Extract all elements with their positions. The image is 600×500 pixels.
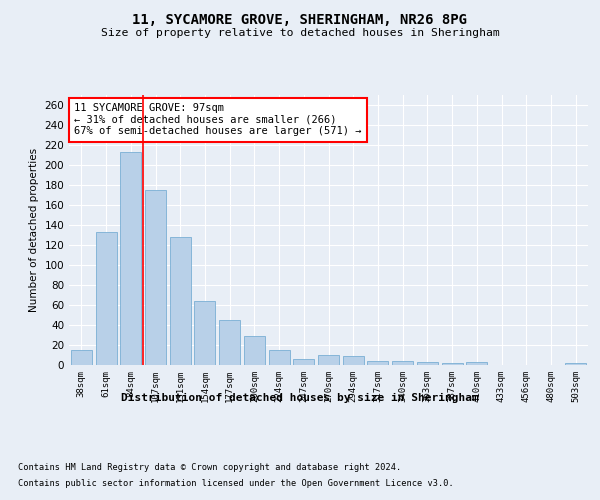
Bar [71,350,92,365]
Text: 11 SYCAMORE GROVE: 97sqm
← 31% of detached houses are smaller (266)
67% of semi-: 11 SYCAMORE GROVE: 97sqm ← 31% of detach… [74,103,362,136]
Y-axis label: Number of detached properties: Number of detached properties [29,148,39,312]
Text: Contains HM Land Registry data © Crown copyright and database right 2024.: Contains HM Land Registry data © Crown c… [18,462,401,471]
Bar [343,356,364,365]
Bar [318,355,339,365]
Bar [194,301,215,365]
Text: Size of property relative to detached houses in Sheringham: Size of property relative to detached ho… [101,28,499,38]
Bar [170,237,191,365]
Bar [442,363,463,365]
Bar [244,336,265,365]
Bar [466,362,487,365]
Bar [95,232,116,365]
Bar [293,359,314,365]
Text: Contains public sector information licensed under the Open Government Licence v3: Contains public sector information licen… [18,479,454,488]
Bar [367,361,388,365]
Text: Distribution of detached houses by size in Sheringham: Distribution of detached houses by size … [121,392,479,402]
Bar [219,320,240,365]
Bar [417,362,438,365]
Bar [269,350,290,365]
Bar [392,361,413,365]
Bar [145,190,166,365]
Bar [120,152,141,365]
Text: 11, SYCAMORE GROVE, SHERINGHAM, NR26 8PG: 11, SYCAMORE GROVE, SHERINGHAM, NR26 8PG [133,12,467,26]
Bar [565,363,586,365]
